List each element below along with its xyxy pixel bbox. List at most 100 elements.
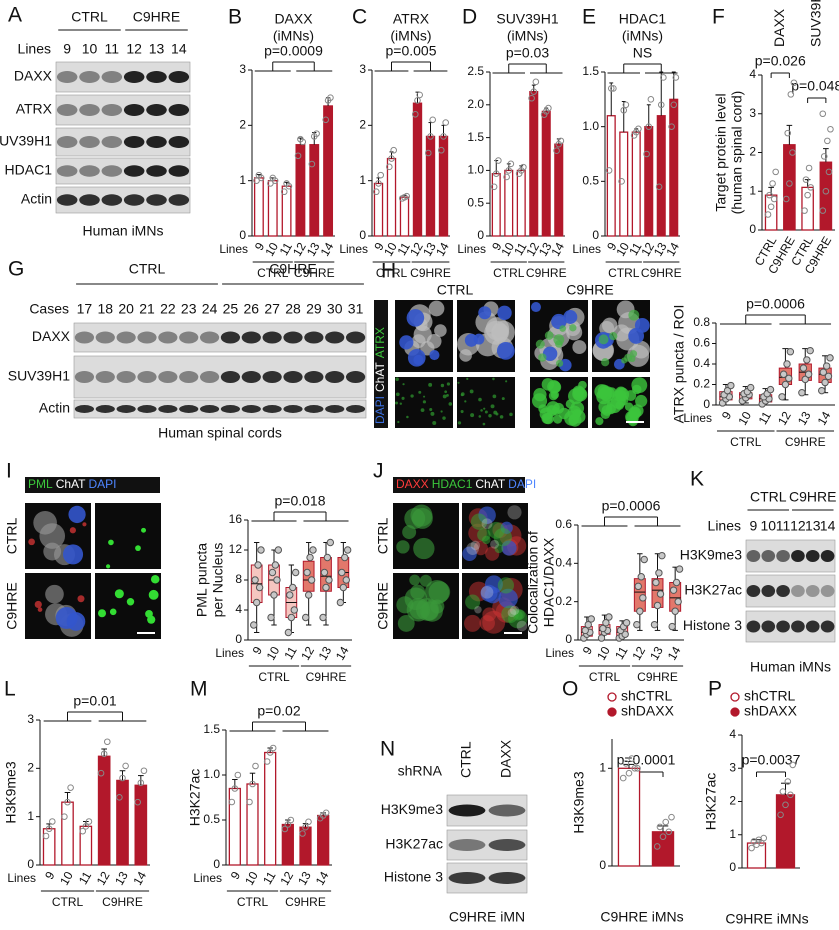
group-label: CTRL: [257, 266, 289, 280]
legend-label: shDAXX: [744, 703, 798, 719]
blot-band: [761, 550, 776, 562]
group-label: CTRL: [71, 9, 108, 25]
blot-band: [746, 585, 761, 597]
row-label: Histone 3: [683, 617, 742, 633]
row-label: H3K9me3: [680, 547, 742, 563]
legend-label: shCTRL: [621, 688, 673, 704]
data-point: [294, 152, 302, 160]
blot-band: [220, 331, 241, 344]
row-label: DAXX: [14, 68, 53, 84]
panel-letter: O: [562, 678, 578, 701]
data-point: [804, 370, 813, 378]
data-point: [787, 791, 794, 799]
group-label: CTRL: [129, 261, 166, 277]
row-label: H3K9me3: [381, 801, 443, 817]
data-point: [284, 821, 292, 828]
data-point: [390, 146, 398, 154]
data-point: [656, 823, 664, 831]
data-point: [807, 184, 815, 191]
blot-band: [168, 104, 190, 116]
blot-strip: [55, 157, 191, 185]
data-point: [503, 173, 510, 181]
data-point: [251, 576, 259, 584]
blot-strip: [55, 61, 191, 93]
data-point: [587, 615, 595, 623]
blot-band: [746, 620, 761, 633]
data-point: [517, 167, 525, 174]
lane-label: 11: [105, 41, 120, 57]
blot-band: [345, 405, 366, 413]
data-point: [668, 813, 675, 821]
data-point: [785, 374, 793, 383]
blot-band: [805, 550, 820, 562]
data-point: [798, 389, 806, 397]
y-axis-label: H3K9me3: [571, 771, 587, 833]
micrograph-blob: [494, 544, 504, 554]
blot-band: [79, 194, 100, 206]
micrograph-blob: [492, 377, 495, 381]
micrograph-blob: [34, 600, 42, 609]
data-point: [540, 111, 548, 118]
micrograph-blob: [446, 393, 449, 397]
data-point: [658, 551, 666, 560]
x-tick-label: 9: [228, 869, 244, 882]
micrograph-blob: [28, 538, 35, 546]
x-tick-label: 10: [613, 240, 632, 259]
data-point: [804, 191, 811, 199]
x-tick-label: 13: [295, 869, 314, 888]
blot-band: [325, 371, 345, 383]
bar: [504, 169, 514, 237]
data-point: [429, 116, 437, 124]
micrograph-blob: [629, 407, 641, 419]
micrograph-blob: [460, 393, 464, 397]
data-point: [341, 553, 349, 562]
group-label: C9HRE: [789, 489, 836, 505]
data-point: [789, 761, 797, 769]
lane-axis-label: Lines: [18, 41, 51, 57]
x-tick-label: 12: [94, 869, 113, 888]
data-point: [299, 138, 307, 146]
x-axis-label: Lines: [7, 871, 36, 885]
data-point: [257, 174, 265, 182]
blot-strip: [55, 186, 191, 214]
blot-band: [146, 71, 167, 83]
data-point: [505, 167, 513, 174]
micrograph-blob: [483, 407, 486, 410]
data-point: [303, 568, 311, 577]
micrograph-blob: [109, 608, 117, 616]
micrograph-blob: [499, 415, 504, 419]
data-point: [662, 818, 670, 826]
data-point: [727, 381, 735, 390]
row-label: C9HRE: [375, 582, 391, 629]
micrograph-blob: [484, 410, 488, 414]
data-point: [824, 372, 833, 380]
blot-band: [95, 331, 115, 344]
data-point: [786, 180, 793, 187]
bar: [42, 828, 56, 866]
data-point: [545, 104, 552, 112]
x-tick-label: 14: [130, 869, 149, 888]
data-point: [778, 393, 786, 401]
x-tick-label: 11: [76, 869, 95, 887]
legend-label: shCTRL: [744, 688, 796, 704]
micrograph-blob: [482, 422, 486, 426]
micrograph-blob: [409, 574, 421, 586]
x-tick-label: 10: [262, 240, 281, 259]
micrograph-blob: [478, 415, 482, 418]
data-point: [602, 619, 610, 627]
data-point: [304, 591, 313, 599]
micrograph: [457, 377, 515, 428]
data-point: [322, 116, 330, 124]
micrograph-blob: [469, 389, 474, 394]
data-point: [309, 546, 317, 554]
x-axis-label: Lines: [215, 646, 244, 660]
micrograph-blob: [37, 607, 43, 612]
lane-label: 21: [139, 301, 155, 317]
data-point: [140, 767, 148, 775]
lane-label: 30: [327, 301, 343, 317]
x-tick-label: 14: [663, 240, 682, 259]
micrograph-blob: [497, 305, 512, 321]
blot-band: [199, 331, 220, 344]
blot-band: [241, 371, 261, 383]
